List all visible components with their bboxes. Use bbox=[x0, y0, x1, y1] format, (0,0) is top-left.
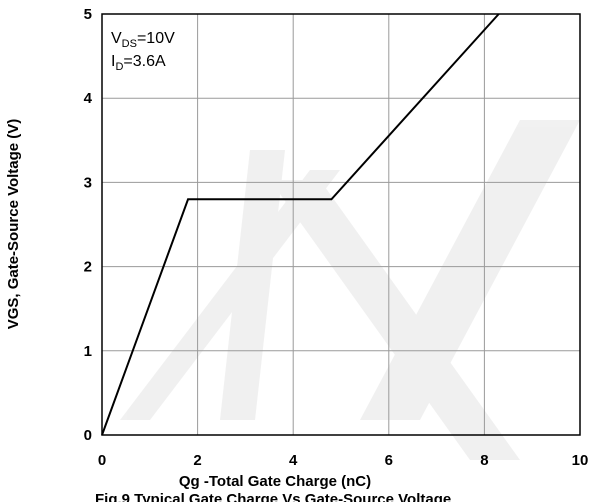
watermark-graphic bbox=[120, 120, 580, 460]
series-line bbox=[101, 13, 500, 436]
y-tick-label: 3 bbox=[84, 174, 92, 191]
x-axis-title: Qg -Total Gate Charge (nC) bbox=[179, 473, 371, 490]
y-axis-title: VGS, Gate-Source Voltage (V) bbox=[5, 119, 22, 330]
y-tick-label: 1 bbox=[84, 343, 92, 360]
figure-caption: Fig.9 Typical Gate Charge Vs Gate-Source… bbox=[95, 491, 451, 502]
y-tick-label: 5 bbox=[84, 6, 92, 23]
x-tick-label: 2 bbox=[193, 452, 201, 469]
y-tick-label: 0 bbox=[84, 427, 92, 444]
y-tick-label: 4 bbox=[84, 90, 93, 107]
annotation-vds: VDS=10V bbox=[111, 30, 175, 50]
x-tick-label: 10 bbox=[572, 452, 589, 469]
x-tick-labels: 0 2 4 6 8 10 bbox=[98, 452, 589, 469]
x-tick-label: 0 bbox=[98, 452, 106, 469]
y-tick-labels: 0 1 2 3 4 5 bbox=[84, 6, 93, 444]
x-tick-label: 4 bbox=[289, 452, 298, 469]
x-tick-label: 8 bbox=[480, 452, 488, 469]
plot-frame bbox=[101, 13, 581, 436]
x-tick-label: 6 bbox=[385, 452, 393, 469]
grid-lines bbox=[102, 14, 580, 435]
y-tick-label: 2 bbox=[84, 259, 92, 276]
annotation-id: ID=3.6A bbox=[111, 53, 166, 73]
